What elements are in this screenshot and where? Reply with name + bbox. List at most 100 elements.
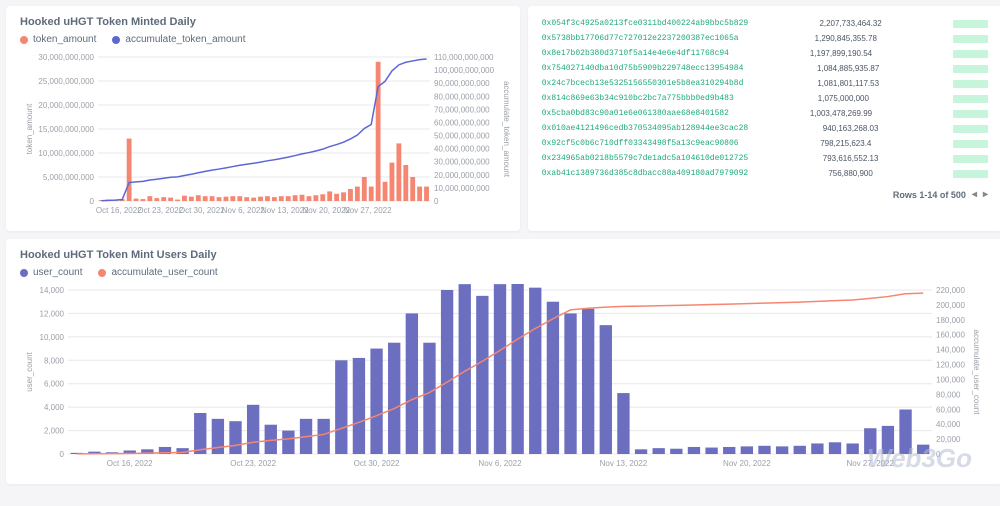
svg-text:10,000: 10,000 bbox=[40, 333, 65, 342]
svg-text:4,000: 4,000 bbox=[44, 403, 65, 412]
amount-bar bbox=[953, 35, 988, 43]
amount-cell: 1,081,801,117.53 bbox=[817, 79, 879, 88]
svg-text:60,000,000,000: 60,000,000,000 bbox=[434, 118, 490, 127]
svg-text:Oct 30, 2022: Oct 30, 2022 bbox=[179, 206, 225, 215]
amount-bar bbox=[953, 125, 988, 133]
panel-address-table: 0x054f3c4925a0213fce0311bd400224ab9bbc5b… bbox=[528, 6, 1000, 231]
address-cell: 0x8e17b02b380d3710f5a14e4e6e4df11768c94 bbox=[542, 49, 729, 58]
legend-label: token_amount bbox=[33, 34, 96, 45]
table-row[interactable]: 0x92cf5c0b6c710dff03343498f5a13c9eac9080… bbox=[542, 136, 988, 151]
table-row[interactable]: 0x8e17b02b380d3710f5a14e4e6e4df11768c94 … bbox=[542, 46, 988, 61]
address-cell: 0xab41c1389736d385c8dbacc88a409180ad7979… bbox=[542, 169, 748, 178]
svg-text:100,000,000,000: 100,000,000,000 bbox=[434, 66, 495, 75]
table-row[interactable]: 0x814c869e63b34c910bc2bc7a775bbb0ed9b483… bbox=[542, 91, 988, 106]
legend-label: accumulate_user_count bbox=[111, 267, 217, 278]
panel-users-daily: Hooked uHGT Token Mint Users Daily user_… bbox=[6, 239, 1000, 484]
svg-text:70,000,000,000: 70,000,000,000 bbox=[434, 105, 490, 114]
table-pager: Rows 1-14 of 500 ◂ ▸ bbox=[542, 189, 988, 200]
legend-label: accumulate_token_amount bbox=[125, 34, 245, 45]
svg-text:30,000,000,000: 30,000,000,000 bbox=[434, 158, 490, 167]
amount-cell: 798,215,623.4 bbox=[820, 139, 871, 148]
legend-item-accumulate-user[interactable]: accumulate_user_count bbox=[98, 267, 217, 278]
panel-token-minted-daily: Hooked uHGT Token Minted Daily token_amo… bbox=[6, 6, 520, 231]
pager-prev[interactable]: ◂ bbox=[972, 189, 977, 200]
chart2-legend: user_count accumulate_user_count bbox=[20, 267, 988, 278]
amount-bar bbox=[953, 155, 988, 163]
svg-text:0: 0 bbox=[936, 450, 941, 459]
pager-next[interactable]: ▸ bbox=[983, 189, 988, 200]
amount-cell: 1,075,000,000 bbox=[818, 94, 869, 103]
svg-text:0: 0 bbox=[60, 450, 65, 459]
svg-text:token_amount: token_amount bbox=[25, 103, 34, 154]
amount-cell: 1,084,885,935.87 bbox=[817, 64, 879, 73]
svg-text:accumulate_token_amount: accumulate_token_amount bbox=[502, 81, 510, 178]
svg-text:15,000,000,000: 15,000,000,000 bbox=[38, 125, 94, 134]
chart2-area: 02,0004,0006,0008,00010,00012,00014,0000… bbox=[20, 284, 988, 474]
svg-text:0: 0 bbox=[434, 197, 439, 206]
amount-bar bbox=[953, 110, 988, 118]
svg-text:10,000,000,000: 10,000,000,000 bbox=[38, 149, 94, 158]
amount-bar bbox=[953, 95, 988, 103]
svg-text:220,000: 220,000 bbox=[936, 286, 965, 295]
table-row[interactable]: 0xab41c1389736d385c8dbacc88a409180ad7979… bbox=[542, 166, 988, 181]
address-cell: 0x754027140dba10d75b5909b229748ecc139549… bbox=[542, 64, 744, 73]
amount-bar bbox=[953, 20, 988, 28]
amount-cell: 940,163,268.03 bbox=[823, 124, 879, 133]
svg-text:Nov 27, 2022: Nov 27, 2022 bbox=[344, 206, 392, 215]
svg-text:Nov 6, 2022: Nov 6, 2022 bbox=[478, 459, 522, 468]
table-row[interactable]: 0x054f3c4925a0213fce0311bd400224ab9bbc5b… bbox=[542, 16, 988, 31]
address-cell: 0x814c869e63b34c910bc2bc7a775bbb0ed9b483 bbox=[542, 94, 734, 103]
svg-text:accumulate_user_count: accumulate_user_count bbox=[972, 330, 980, 416]
svg-text:40,000,000,000: 40,000,000,000 bbox=[434, 145, 490, 154]
svg-text:Nov 6, 2022: Nov 6, 2022 bbox=[222, 206, 266, 215]
table-row[interactable]: 0x5cba0bd83c90a01e6e061380aae68e8401582 … bbox=[542, 106, 988, 121]
svg-text:20,000,000,000: 20,000,000,000 bbox=[434, 171, 490, 180]
svg-text:140,000: 140,000 bbox=[936, 346, 965, 355]
svg-text:12,000: 12,000 bbox=[40, 309, 65, 318]
amount-cell: 756,880,900 bbox=[828, 169, 873, 178]
legend-item-token-amount[interactable]: token_amount bbox=[20, 34, 96, 45]
chart1-area: 0 5,000,000,000 10,000,000,000 15,000,000,0… bbox=[20, 51, 506, 221]
chart2-svg: 02,0004,0006,0008,00010,00012,00014,0000… bbox=[20, 284, 980, 474]
address-cell: 0x054f3c4925a0213fce0311bd400224ab9bbc5b… bbox=[542, 19, 748, 28]
chart1-title: Hooked uHGT Token Minted Daily bbox=[20, 16, 506, 28]
svg-text:60,000: 60,000 bbox=[936, 405, 961, 414]
chart1-legend: token_amount accumulate_token_amount bbox=[20, 34, 506, 45]
svg-text:40,000: 40,000 bbox=[936, 420, 961, 429]
address-cell: 0x5738bb17706d77c727012e2237200387ec1065… bbox=[542, 34, 739, 43]
amount-cell: 1,290,845,355.78 bbox=[815, 34, 877, 43]
amount-cell: 793,616,552.13 bbox=[823, 154, 879, 163]
address-cell: 0x5cba0bd83c90a01e6e061380aae68e8401582 bbox=[542, 109, 729, 118]
legend-dot bbox=[20, 36, 28, 44]
address-cell: 0x234965ab0218b5579c7de1adc5a104610de012… bbox=[542, 154, 748, 163]
svg-text:110,000,000,000: 110,000,000,000 bbox=[434, 53, 494, 62]
amount-cell: 2,207,733,464.32 bbox=[819, 19, 881, 28]
svg-text:180,000: 180,000 bbox=[936, 316, 965, 325]
svg-text:20,000: 20,000 bbox=[936, 435, 961, 444]
table-row[interactable]: 0x234965ab0218b5579c7de1adc5a104610de012… bbox=[542, 151, 988, 166]
table-row[interactable]: 0x754027140dba10d75b5909b229748ecc139549… bbox=[542, 61, 988, 76]
svg-text:2,000: 2,000 bbox=[44, 427, 65, 436]
svg-text:Oct 23, 2022: Oct 23, 2022 bbox=[230, 459, 276, 468]
svg-text:20,000,000,000: 20,000,000,000 bbox=[38, 101, 94, 110]
table-row[interactable]: 0x5738bb17706d77c727012e2237200387ec1065… bbox=[542, 31, 988, 46]
svg-text:80,000,000,000: 80,000,000,000 bbox=[434, 92, 490, 101]
table-body: 0x054f3c4925a0213fce0311bd400224ab9bbc5b… bbox=[542, 16, 988, 181]
chart2-title: Hooked uHGT Token Mint Users Daily bbox=[20, 249, 988, 261]
svg-text:user_count: user_count bbox=[25, 351, 34, 391]
table-row[interactable]: 0x24c7bcecb13e5325156550301e5b8ea310294b… bbox=[542, 76, 988, 91]
legend-item-accumulate-token[interactable]: accumulate_token_amount bbox=[112, 34, 245, 45]
svg-text:5,000,000,000: 5,000,000,000 bbox=[43, 173, 95, 182]
amount-bar bbox=[953, 80, 988, 88]
legend-item-user-count[interactable]: user_count bbox=[20, 267, 82, 278]
svg-text:Nov 20, 2022: Nov 20, 2022 bbox=[723, 459, 771, 468]
address-cell: 0x92cf5c0b6c710dff03343498f5a13c9eac9080… bbox=[542, 139, 739, 148]
amount-bar bbox=[953, 65, 988, 73]
svg-text:160,000: 160,000 bbox=[936, 331, 965, 340]
svg-text:Nov 13, 2022: Nov 13, 2022 bbox=[600, 459, 648, 468]
address-cell: 0x010ae4121496cedb370534095ab128944ee3ca… bbox=[542, 124, 748, 133]
svg-text:30,000,000,000: 30,000,000,000 bbox=[38, 53, 94, 62]
pager-text: Rows 1-14 of 500 bbox=[893, 190, 966, 200]
legend-dot bbox=[112, 36, 120, 44]
table-row[interactable]: 0x010ae4121496cedb370534095ab128944ee3ca… bbox=[542, 121, 988, 136]
